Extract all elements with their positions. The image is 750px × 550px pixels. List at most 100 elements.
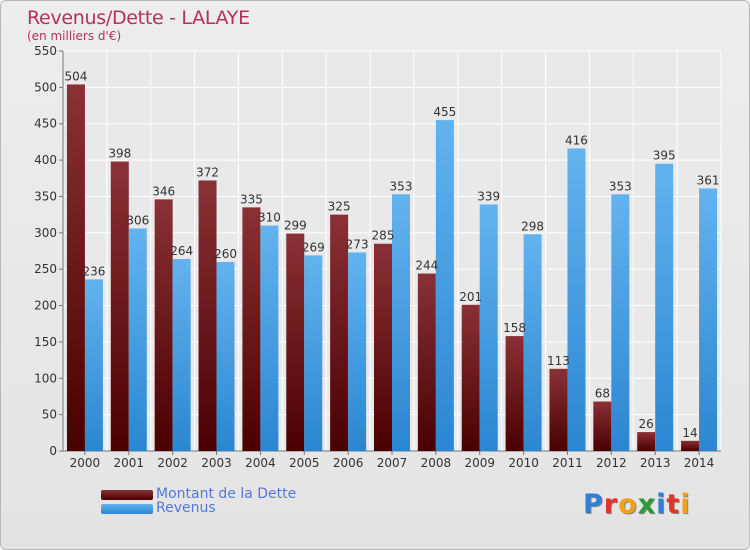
x-tick-label-2011: 2011: [552, 456, 583, 470]
value-label-debt-2004: 335: [240, 192, 263, 206]
value-label-revenue-2012: 353: [609, 179, 632, 193]
bar-revenue-2011: [567, 148, 586, 452]
bar-debt-2012: [593, 401, 612, 451]
bar-revenue-2008: [435, 120, 454, 451]
legend-swatch-revenue: [101, 504, 153, 514]
value-label-revenue-2013: 395: [653, 149, 676, 163]
x-tick-label-2013: 2013: [640, 456, 671, 470]
logo-letter: x: [637, 489, 657, 520]
x-tick-label-2001: 2001: [114, 456, 145, 470]
axes: 0 50 100 150 200 250 300 350 400 450 500 550 2000 200…: [34, 44, 721, 470]
logo-letter: i: [656, 489, 667, 520]
bar-revenue-2010: [523, 234, 542, 451]
value-label-debt-2002: 346: [152, 184, 175, 198]
value-label-revenue-2006: 273: [346, 237, 369, 251]
value-label-revenue-2010: 298: [521, 219, 544, 233]
bar-debt-2011: [549, 368, 568, 451]
bar-revenue-2009: [479, 204, 498, 451]
x-tick-label-2005: 2005: [289, 456, 320, 470]
x-tick-label-2000: 2000: [70, 456, 101, 470]
value-label-debt-2009: 201: [459, 290, 482, 304]
y-tick-label: 50: [42, 408, 57, 422]
value-label-debt-2014: 14: [682, 426, 697, 440]
value-label-debt-2010: 158: [503, 321, 526, 335]
value-label-revenue-2003: 260: [214, 247, 237, 261]
bar-revenue-2007: [392, 194, 410, 452]
y-tick-label: 250: [34, 262, 57, 276]
value-label-revenue-2001: 306: [126, 213, 149, 227]
bar-debt-2009: [461, 304, 480, 451]
value-label-revenue-2000: 236: [82, 264, 105, 278]
value-label-debt-2011: 113: [547, 354, 570, 368]
x-tick-label-2003: 2003: [201, 456, 232, 470]
value-label-revenue-2004: 310: [258, 211, 281, 225]
bar-revenue-2013: [655, 163, 674, 451]
value-label-debt-2001: 398: [108, 147, 131, 161]
logo-letter: P: [583, 489, 604, 520]
bar-revenue-2003: [216, 261, 235, 451]
bar-revenue-2014: [699, 188, 718, 452]
bar-debt-2007: [374, 243, 392, 451]
value-label-revenue-2014: 361: [697, 173, 720, 187]
value-label-debt-2007: 285: [372, 229, 395, 243]
bar-revenue-2000: [84, 279, 103, 451]
legend-label-debt: Montant de la Dette: [156, 486, 297, 502]
logo-letter: t: [666, 489, 681, 520]
bars: [66, 84, 718, 452]
proxiti-logo[interactable]: Proxiti: [583, 489, 691, 520]
legend-item-debt: Montant de la Dette: [101, 486, 401, 503]
value-label-debt-2005: 299: [284, 219, 307, 233]
bar-debt-2002: [154, 199, 173, 451]
bar-revenue-2004: [260, 225, 279, 451]
y-tick-label: 450: [34, 117, 57, 131]
y-tick-label: 500: [34, 80, 57, 94]
y-tick-label: 150: [34, 335, 57, 349]
bar-revenue-2002: [172, 259, 191, 451]
value-label-debt-2000: 504: [64, 69, 87, 83]
x-tick-label-2004: 2004: [245, 456, 276, 470]
value-label-revenue-2002: 264: [170, 244, 193, 258]
value-label-debt-2008: 244: [415, 259, 438, 273]
legend-item-revenue: Revenus: [101, 500, 401, 517]
legend-label-revenue: Revenus: [156, 500, 216, 516]
logo-letter: o: [618, 489, 638, 520]
x-tick-label-2007: 2007: [377, 456, 408, 470]
logo-letter: i: [680, 489, 691, 520]
y-tick-label: 550: [34, 44, 57, 58]
x-tick-label-2014: 2014: [684, 456, 715, 470]
y-tick-label: 400: [34, 153, 57, 167]
value-label-debt-2003: 372: [196, 165, 219, 179]
bar-revenue-2001: [128, 228, 147, 451]
bar-debt-2006: [330, 214, 349, 451]
data-labels: 504 398 346 372 335 299 325 285 244 201 158 113 68 26…: [64, 69, 719, 439]
legend-swatch-debt: [101, 490, 153, 500]
y-tick-label: 350: [34, 189, 57, 203]
value-label-revenue-2007: 353: [390, 179, 413, 193]
bar-debt-2005: [286, 233, 305, 451]
chart-subtitle: (en milliers d'€): [27, 29, 122, 43]
x-tick-label-2009: 2009: [464, 456, 495, 470]
bar-debt-2003: [198, 180, 217, 452]
bar-debt-2010: [505, 336, 524, 451]
bar-debt-2014: [681, 440, 700, 451]
chart-title: Revenus/Dette - LALAYE: [27, 7, 250, 29]
y-tick-label: 200: [34, 299, 57, 313]
bar-debt-2004: [242, 207, 261, 451]
value-label-debt-2012: 68: [595, 387, 610, 401]
bar-debt-2013: [637, 432, 656, 451]
y-tick-label: 0: [49, 444, 57, 458]
y-tick-label: 300: [34, 226, 57, 240]
value-label-revenue-2009: 339: [477, 189, 500, 203]
bar-revenue-2012: [611, 194, 630, 452]
value-label-revenue-2011: 416: [565, 133, 588, 147]
value-label-revenue-2005: 269: [302, 240, 325, 254]
bar-debt-2001: [110, 161, 129, 451]
x-tick-label-2006: 2006: [333, 456, 364, 470]
x-tick-label-2010: 2010: [508, 456, 539, 470]
x-tick-label-2002: 2002: [157, 456, 188, 470]
value-label-debt-2013: 26: [639, 417, 654, 431]
x-tick-label-2012: 2012: [596, 456, 627, 470]
bar-debt-2000: [66, 84, 85, 452]
